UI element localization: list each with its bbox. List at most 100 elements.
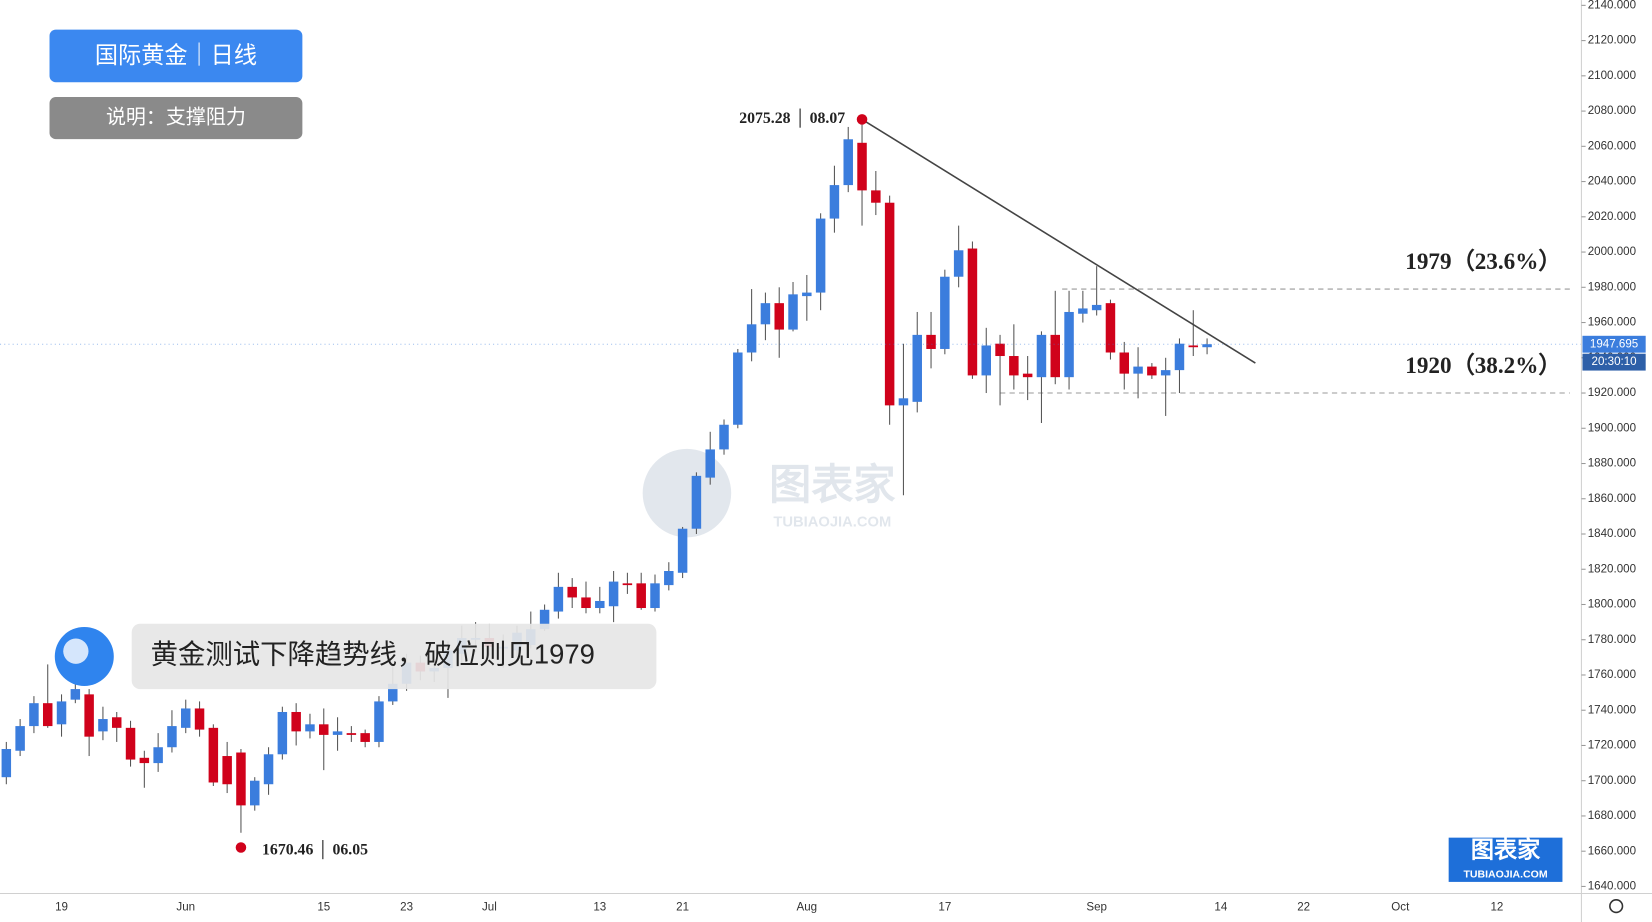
candle-body: [388, 683, 398, 702]
x-tick-label: Oct: [1391, 901, 1410, 913]
y-tick-label: 1840.000: [1588, 528, 1636, 540]
candle-body: [56, 701, 67, 725]
candle-body: [153, 747, 163, 764]
level-label: 1920（38.2%）: [1405, 352, 1561, 379]
candle-body: [940, 276, 950, 349]
high-label: 2075.28 │ 08.07: [739, 108, 845, 128]
candle-body: [222, 756, 232, 785]
candle-body: [829, 185, 840, 219]
candle-body: [898, 398, 909, 406]
watermark-corner-url: TUBIAOJIA.COM: [1463, 868, 1547, 880]
candle-body: [319, 724, 329, 735]
high-marker: [856, 114, 868, 125]
candle-body: [346, 733, 357, 735]
y-tick-label: 2060.000: [1588, 140, 1636, 152]
watermark-corner-text: 图表家: [1471, 836, 1541, 862]
candle-body: [181, 708, 191, 728]
candle-body: [953, 250, 964, 277]
watermark-corner: 图表家 TUBIAOJIA.COM: [1448, 836, 1563, 882]
candle-body: [84, 694, 94, 737]
candle-body: [843, 139, 853, 186]
candle-body: [167, 726, 177, 748]
candle-body: [1036, 334, 1047, 378]
annotation-box: [131, 623, 657, 690]
candle-body: [815, 218, 826, 293]
candle-body: [733, 352, 743, 425]
candle-body: [995, 343, 1005, 357]
y-tick-label: 2120.000: [1588, 35, 1636, 47]
settings-icon[interactable]: [1609, 899, 1624, 914]
annotation-icon-detail: [63, 638, 89, 664]
y-tick-label: 1640.000: [1588, 881, 1636, 893]
candle-body: [746, 324, 757, 353]
watermark-icon: [642, 448, 732, 538]
annotation-text: 黄金测试下降趋势线，破位则见1979: [151, 639, 595, 670]
candle-body: [125, 727, 136, 760]
y-tick-label: 2140.000: [1588, 0, 1636, 11]
x-tick-label: 12: [1490, 901, 1503, 913]
x-tick-label: 13: [593, 901, 606, 913]
candle-body: [277, 711, 288, 755]
candle-body: [305, 724, 315, 732]
countdown-label: 20:30:10: [1592, 356, 1637, 368]
candle-body: [705, 449, 715, 478]
y-tick-label: 1680.000: [1588, 810, 1636, 822]
x-tick-label: 14: [1214, 901, 1227, 913]
candle-body: [636, 583, 646, 609]
candle-body: [871, 190, 881, 203]
candle-body: [1064, 311, 1074, 378]
candle-body: [360, 733, 370, 742]
y-tick-label: 1700.000: [1588, 775, 1636, 787]
candle-body: [719, 424, 729, 450]
watermark-url: TUBIAOJIA.COM: [773, 515, 891, 531]
x-tick-label: 21: [676, 901, 689, 913]
candle-body: [677, 528, 688, 573]
x-tick-label: Jul: [482, 901, 497, 913]
candle-body: [760, 303, 771, 325]
candle-body: [1147, 366, 1157, 376]
chart-title: 国际黄金｜日线: [95, 42, 257, 68]
x-tick-label: 19: [55, 901, 68, 913]
candle-body: [1160, 370, 1171, 376]
candle-body: [1050, 334, 1060, 378]
candle-body: [788, 294, 798, 330]
candle-body: [208, 727, 219, 783]
candle-body: [650, 583, 660, 609]
candle-body: [1188, 345, 1199, 348]
candle-body: [374, 701, 384, 742]
candle-body: [912, 334, 922, 402]
candle-body: [884, 202, 895, 406]
y-tick-label: 2100.000: [1588, 70, 1636, 82]
watermark-text: 图表家: [769, 461, 895, 508]
candle-body: [1009, 356, 1019, 376]
candle-body: [1174, 343, 1185, 371]
low-label: 1670.46 │ 06.05: [262, 839, 368, 859]
y-tick-label: 1760.000: [1588, 669, 1636, 681]
watermark-corner-box: [1448, 837, 1563, 882]
candle-body: [981, 345, 991, 376]
y-tick-label: 1880.000: [1588, 458, 1636, 470]
y-tick-label: 1820.000: [1588, 563, 1636, 575]
candle-body: [1, 748, 12, 778]
low-marker: [235, 842, 247, 853]
level-label: 1979（23.6%）: [1405, 248, 1561, 275]
y-tick-label: 2000.000: [1588, 246, 1636, 258]
candle-body: [291, 711, 301, 732]
trend-line: [861, 118, 1256, 364]
candle-body: [98, 719, 108, 732]
candle-body: [1091, 304, 1102, 311]
candle-body: [774, 303, 784, 330]
y-tick-label: 2020.000: [1588, 211, 1636, 223]
candle-body: [194, 708, 205, 730]
candle-body: [15, 726, 25, 751]
x-tick-label: 17: [938, 901, 951, 913]
candle-body: [926, 334, 936, 349]
subtitle-box: [49, 96, 303, 140]
candle-body: [1202, 344, 1212, 348]
plot-area: [0, 118, 1582, 833]
title-box: [49, 29, 303, 83]
y-tick-label: 1780.000: [1588, 634, 1636, 646]
candle-body: [595, 600, 605, 609]
candle-body: [263, 754, 274, 785]
